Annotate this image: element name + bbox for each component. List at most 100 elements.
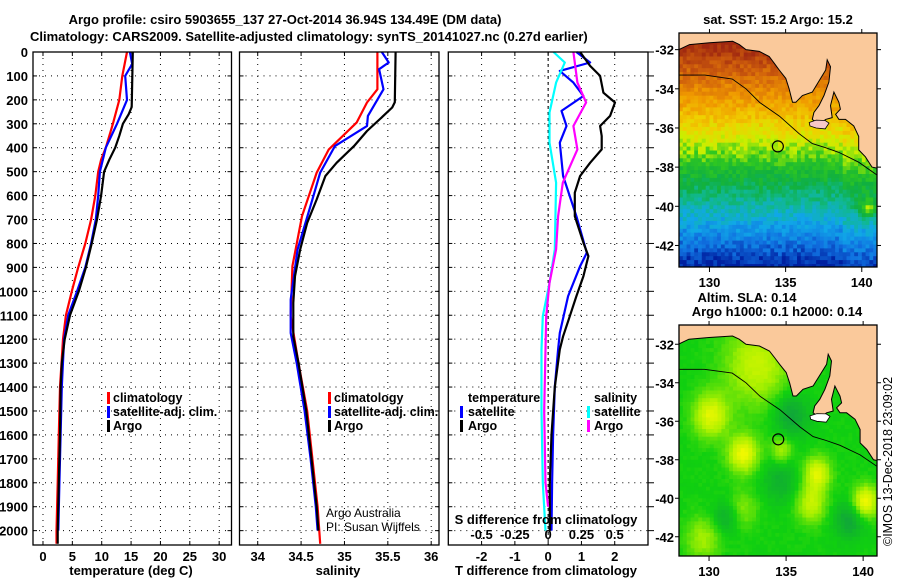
sst-cell xyxy=(770,60,775,65)
sst-cell xyxy=(701,174,707,179)
sst-cell xyxy=(858,201,863,206)
sst-cell xyxy=(877,60,881,65)
sla-cell xyxy=(690,386,696,392)
sst-cell xyxy=(789,158,794,163)
sst-cell xyxy=(877,264,881,269)
sla-cell xyxy=(756,363,761,368)
sst-cell xyxy=(728,228,733,234)
sla-cell xyxy=(775,417,780,422)
sst-cell xyxy=(728,103,733,109)
sla-cell xyxy=(748,348,753,353)
sla-cell xyxy=(686,417,692,422)
sst-cell xyxy=(717,158,722,163)
sst-cell xyxy=(781,95,787,101)
sst-cell xyxy=(751,56,756,62)
sst-cell xyxy=(838,213,844,218)
sst-cell xyxy=(766,228,772,234)
sla-cell xyxy=(732,390,738,395)
sst-cell xyxy=(869,252,874,257)
sst-cell xyxy=(732,127,737,132)
sst-cell xyxy=(800,103,806,109)
sla-cell xyxy=(759,351,765,357)
sst-cell xyxy=(793,268,797,273)
sst-cell xyxy=(686,142,692,148)
sst-cell xyxy=(724,64,730,69)
sst-cell xyxy=(865,236,871,242)
map-frame xyxy=(678,32,878,268)
sst-cell xyxy=(698,130,703,136)
sst-cell xyxy=(732,209,737,214)
sst-cell xyxy=(713,123,718,128)
sst-cell xyxy=(698,185,703,191)
sst-cell xyxy=(835,162,840,167)
sst-cell xyxy=(747,205,752,210)
sst-cell xyxy=(720,83,726,89)
sst-cell xyxy=(682,193,688,199)
sst-cell xyxy=(800,209,806,214)
sla-cell xyxy=(713,375,719,380)
sst-cell xyxy=(755,119,760,124)
sla-cell xyxy=(748,386,753,392)
sst-cell xyxy=(766,64,772,69)
sla-cell xyxy=(740,425,746,430)
sla-cell xyxy=(740,394,746,399)
sst-cell xyxy=(682,185,688,191)
sst-cell xyxy=(705,189,711,195)
sst-cell xyxy=(743,95,749,101)
sst-cell xyxy=(717,76,722,81)
sst-cell xyxy=(736,80,741,85)
sst-cell xyxy=(789,170,794,175)
sst-cell xyxy=(747,103,752,109)
sst-cell xyxy=(819,166,825,171)
sst-cell xyxy=(827,217,832,222)
sst-cell xyxy=(743,134,749,140)
sst-cell xyxy=(781,107,787,112)
sla-cell xyxy=(833,417,838,422)
sst-cell xyxy=(785,197,791,203)
sst-cell xyxy=(797,213,802,218)
sst-cell xyxy=(854,260,859,265)
sst-cell xyxy=(747,174,752,179)
sst-cell xyxy=(778,99,783,105)
sst-cell xyxy=(835,209,840,214)
sla-cell xyxy=(729,351,734,357)
sst-cell xyxy=(854,185,859,191)
sst-cell xyxy=(812,248,817,253)
sst-cell xyxy=(679,170,684,175)
sst-cell xyxy=(690,138,695,144)
sst-cell xyxy=(800,150,806,156)
sla-cell xyxy=(748,402,753,407)
sst-cell xyxy=(778,177,783,183)
sst-cell xyxy=(709,99,714,105)
sst-cell xyxy=(717,103,722,109)
sst-cell xyxy=(682,103,688,109)
sst-cell xyxy=(846,232,851,238)
sst-cell xyxy=(850,224,855,230)
sst-cell xyxy=(812,150,817,156)
sla-cell xyxy=(717,348,722,353)
sst-cell xyxy=(827,162,832,167)
sla-cell xyxy=(694,398,699,403)
sst-cell xyxy=(819,205,825,210)
sst-cell xyxy=(819,174,825,179)
sst-cell xyxy=(877,41,881,46)
sst-cell xyxy=(827,224,832,230)
sst-cell xyxy=(759,123,764,128)
sst-cell xyxy=(679,205,684,210)
sst-cell xyxy=(827,150,832,156)
sst-cell xyxy=(842,177,848,183)
sst-cell xyxy=(785,228,791,234)
sst-cell xyxy=(797,217,802,222)
sst-cell xyxy=(800,189,806,195)
sst-cell xyxy=(755,224,760,230)
sst-cell xyxy=(831,252,836,257)
sst-cell xyxy=(877,252,881,257)
sla-cell xyxy=(744,371,749,376)
sst-cell xyxy=(739,260,745,265)
sst-cell xyxy=(694,138,699,144)
sla-cell xyxy=(756,402,761,407)
sst-cell xyxy=(877,158,881,163)
sla-cell xyxy=(702,394,707,399)
sst-cell xyxy=(739,142,745,148)
sst-cell xyxy=(759,174,764,179)
